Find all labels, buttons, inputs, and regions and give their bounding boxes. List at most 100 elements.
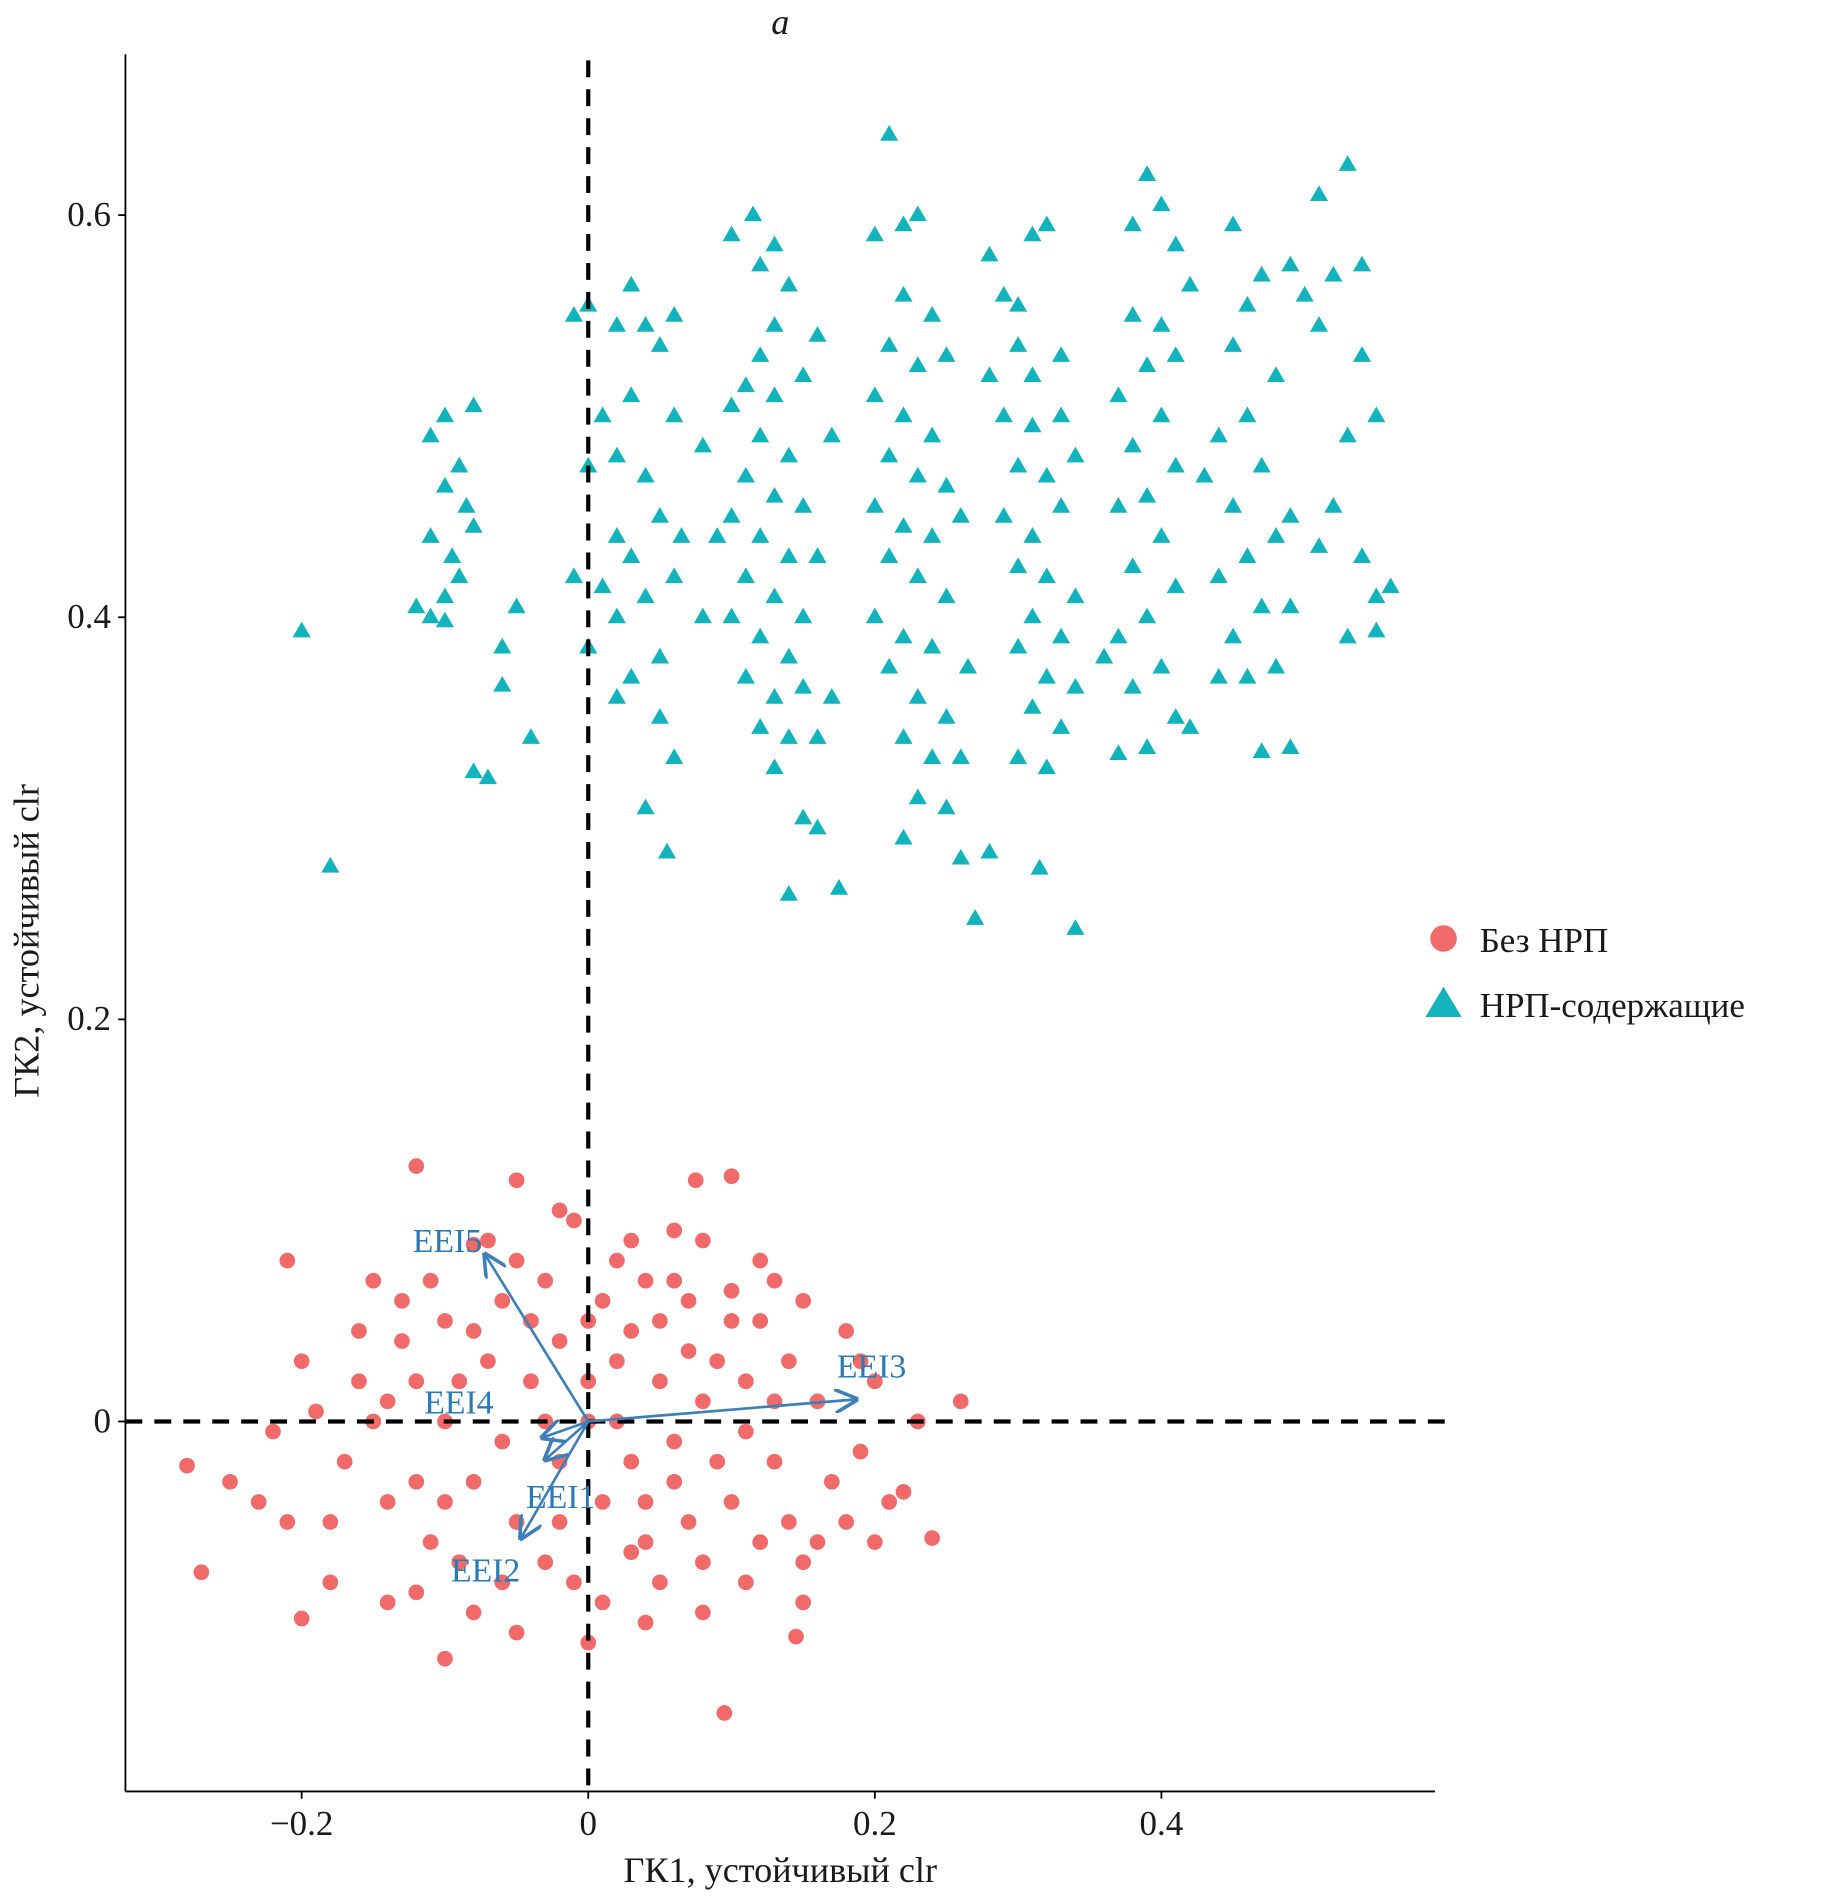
point-triangle: [1209, 426, 1228, 443]
point-triangle: [743, 205, 763, 222]
point-triangle: [1066, 587, 1085, 604]
point-circle: [723, 1282, 740, 1299]
point-triangle: [1224, 215, 1243, 232]
point-triangle: [722, 396, 741, 413]
legend-label-1: Без НРП: [1480, 921, 1609, 960]
point-triangle: [908, 356, 927, 372]
y-tick-label: 0.4: [67, 597, 111, 636]
point-triangle: [808, 818, 827, 835]
point-triangle: [894, 517, 913, 533]
y-tick-label: 0: [93, 1401, 110, 1440]
point-triangle: [521, 728, 540, 744]
point-circle: [365, 1272, 382, 1289]
point-circle: [852, 1443, 869, 1460]
point-triangle: [507, 597, 526, 614]
point-circle: [351, 1323, 367, 1339]
point-circle: [738, 1423, 754, 1440]
point-triangle: [665, 306, 684, 322]
point-circle: [408, 1473, 425, 1490]
point-circle: [465, 1236, 482, 1253]
point-triangle: [923, 637, 942, 654]
point-triangle: [794, 808, 813, 825]
point-circle: [551, 1202, 568, 1219]
loading-label: EEI5: [413, 1223, 482, 1260]
point-triangle: [622, 386, 641, 403]
point-triangle: [708, 527, 727, 543]
point-triangle: [650, 336, 669, 352]
point-triangle: [779, 647, 798, 664]
point-triangle: [1037, 466, 1056, 483]
point-circle: [666, 1272, 683, 1289]
point-triangle: [908, 688, 927, 704]
point-circle: [508, 1514, 525, 1530]
point-triangle: [765, 587, 784, 604]
point-triangle: [958, 657, 978, 674]
point-triangle: [1367, 406, 1386, 423]
point-triangle: [1181, 718, 1200, 734]
point-triangle: [829, 879, 849, 895]
point-triangle: [1152, 657, 1171, 674]
point-circle: [580, 1634, 597, 1651]
point-triangle: [1152, 316, 1171, 332]
point-triangle: [636, 316, 655, 332]
point-circle: [824, 1473, 840, 1490]
point-triangle: [1281, 255, 1300, 272]
point-triangle: [1052, 627, 1071, 644]
point-triangle: [923, 527, 942, 543]
point-circle: [580, 1373, 597, 1390]
point-triangle: [822, 426, 841, 443]
point-circle: [494, 1574, 511, 1591]
loading-arrow: [545, 1420, 590, 1459]
point-circle: [623, 1544, 640, 1561]
point-triangle: [1166, 708, 1185, 724]
point-triangle: [937, 798, 956, 815]
point-triangle: [765, 386, 784, 403]
point-triangle: [794, 607, 813, 624]
point-triangle: [1166, 346, 1185, 362]
point-triangle: [1224, 627, 1243, 644]
point-triangle: [665, 406, 684, 423]
point-circle: [394, 1293, 410, 1309]
loading-arrow: [485, 1255, 590, 1423]
point-circle: [637, 1614, 654, 1631]
point-circle: [523, 1373, 539, 1390]
point-triangle: [951, 748, 970, 765]
point-circle: [465, 1323, 482, 1339]
point-circle: [680, 1293, 697, 1309]
point-circle: [623, 1232, 640, 1249]
point-triangle: [937, 587, 956, 604]
point-triangle: [880, 657, 899, 674]
point-circle: [723, 1313, 740, 1329]
point-triangle: [1338, 627, 1357, 644]
point-triangle: [1066, 677, 1085, 694]
point-triangle: [1037, 567, 1056, 584]
point-circle: [222, 1473, 238, 1490]
point-circle: [437, 1313, 453, 1329]
point-triangle: [1023, 527, 1042, 543]
point-triangle: [779, 547, 798, 563]
point-triangle: [1109, 744, 1128, 760]
point-triangle: [1052, 406, 1071, 423]
x-tick-label: −0.2: [270, 1804, 333, 1843]
point-triangle: [923, 748, 942, 765]
point-circle: [594, 1293, 611, 1309]
point-circle: [279, 1252, 296, 1269]
point-circle: [666, 1222, 683, 1239]
point-triangle: [923, 306, 942, 322]
point-triangle: [1123, 557, 1142, 574]
point-triangle: [880, 125, 899, 141]
point-triangle: [1266, 657, 1286, 674]
legend-label-2: НРП-содержащие: [1480, 986, 1745, 1025]
legend-marker-circle: [1430, 925, 1457, 952]
loading-arrow: [588, 1399, 856, 1423]
point-circle: [465, 1473, 482, 1490]
point-circle: [322, 1514, 339, 1530]
point-circle: [623, 1453, 640, 1470]
point-circle: [508, 1252, 525, 1269]
point-circle: [408, 1373, 425, 1390]
point-triangle: [478, 768, 497, 785]
point-triangle: [593, 577, 612, 594]
point-triangle: [435, 476, 455, 493]
loading-arrow: [542, 1421, 589, 1437]
